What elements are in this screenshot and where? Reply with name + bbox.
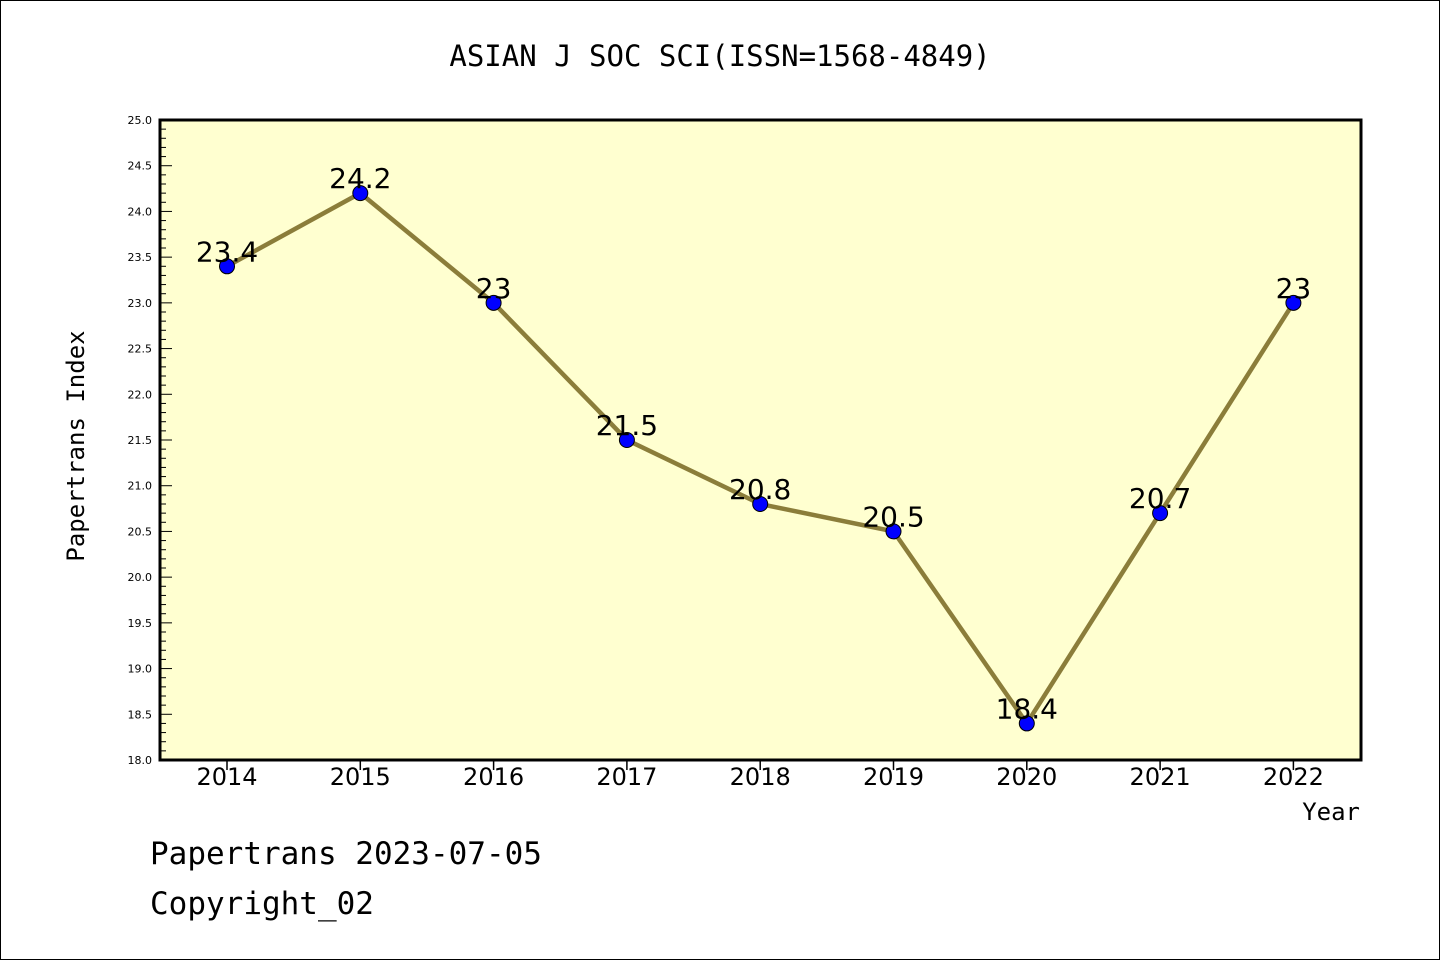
- y-tick-label: 23.5: [128, 251, 153, 264]
- x-tick-label: 2017: [596, 763, 657, 791]
- footer-copyright-text: Copyright_02: [150, 886, 374, 922]
- x-tick-label: 2020: [996, 763, 1057, 791]
- y-tick-label: 19.5: [128, 617, 153, 630]
- y-tick-label: 22.0: [128, 388, 153, 401]
- x-tick-label: 2016: [463, 763, 524, 791]
- data-label: 20.7: [1129, 482, 1191, 515]
- y-tick-label: 22.5: [128, 343, 153, 356]
- y-tick-label: 18.5: [128, 708, 153, 721]
- y-axis: 18.0 18.5 19.0 19.5 20.0 20.5 21.0 21.5 22.0 22.5…: [128, 114, 172, 767]
- data-label: 18.4: [996, 692, 1058, 725]
- data-label: 23: [476, 272, 512, 305]
- x-tick-label: 2015: [330, 763, 391, 791]
- x-tick-label: 2021: [1130, 763, 1191, 791]
- y-tick-label: 21.5: [128, 434, 153, 447]
- y-tick-label: 23.0: [128, 297, 153, 310]
- y-tick-label: 21.0: [128, 480, 153, 493]
- x-tick-label: 2022: [1263, 763, 1324, 791]
- x-axis: 2014 2015 2016 2017 2018 2019 2020 2021 2022: [196, 760, 1324, 791]
- data-label: 23.4: [196, 235, 258, 268]
- x-tick-label: 2019: [863, 763, 924, 791]
- chart-title: ASIAN J SOC SCI(ISSN=1568-4849): [449, 39, 990, 73]
- x-tick-label: 2014: [196, 763, 257, 791]
- data-label: 21.5: [596, 409, 658, 442]
- footer-date-text: Papertrans 2023-07-05: [150, 836, 542, 872]
- data-point: [618, 432, 635, 448]
- plot-border: [158, 118, 1363, 762]
- data-label: 23: [1276, 272, 1312, 305]
- y-axis-label: Papertrans Index: [62, 330, 90, 561]
- data-point: [485, 294, 502, 311]
- x-tick-label: 2018: [730, 763, 791, 791]
- y-tick-label: 24.5: [128, 160, 153, 173]
- plot-area: [160, 120, 1361, 760]
- y-tick-label: 19.0: [128, 663, 153, 676]
- data-point: [752, 496, 769, 512]
- data-point: [219, 258, 235, 275]
- data-label: 24.2: [329, 162, 391, 195]
- data-point: [1018, 715, 1035, 732]
- data-point: [1152, 505, 1169, 522]
- data-label: 20.8: [729, 473, 791, 506]
- y-tick-label: 25.0: [128, 114, 153, 127]
- data-point: [1285, 294, 1302, 311]
- series-layer: 23.4 24.2 23 21.5 20.8 20.5 18.4 20.7 23: [196, 162, 1312, 732]
- data-point: [352, 185, 369, 202]
- y-tick-label: 18.0: [128, 754, 153, 767]
- y-tick-label: 20.0: [128, 571, 153, 584]
- x-axis-label: Year: [1302, 798, 1360, 826]
- y-tick-label: 20.5: [128, 525, 153, 538]
- data-point: [885, 523, 902, 540]
- y-tick-label: 24.0: [128, 205, 153, 218]
- data-label: 20.5: [862, 500, 924, 533]
